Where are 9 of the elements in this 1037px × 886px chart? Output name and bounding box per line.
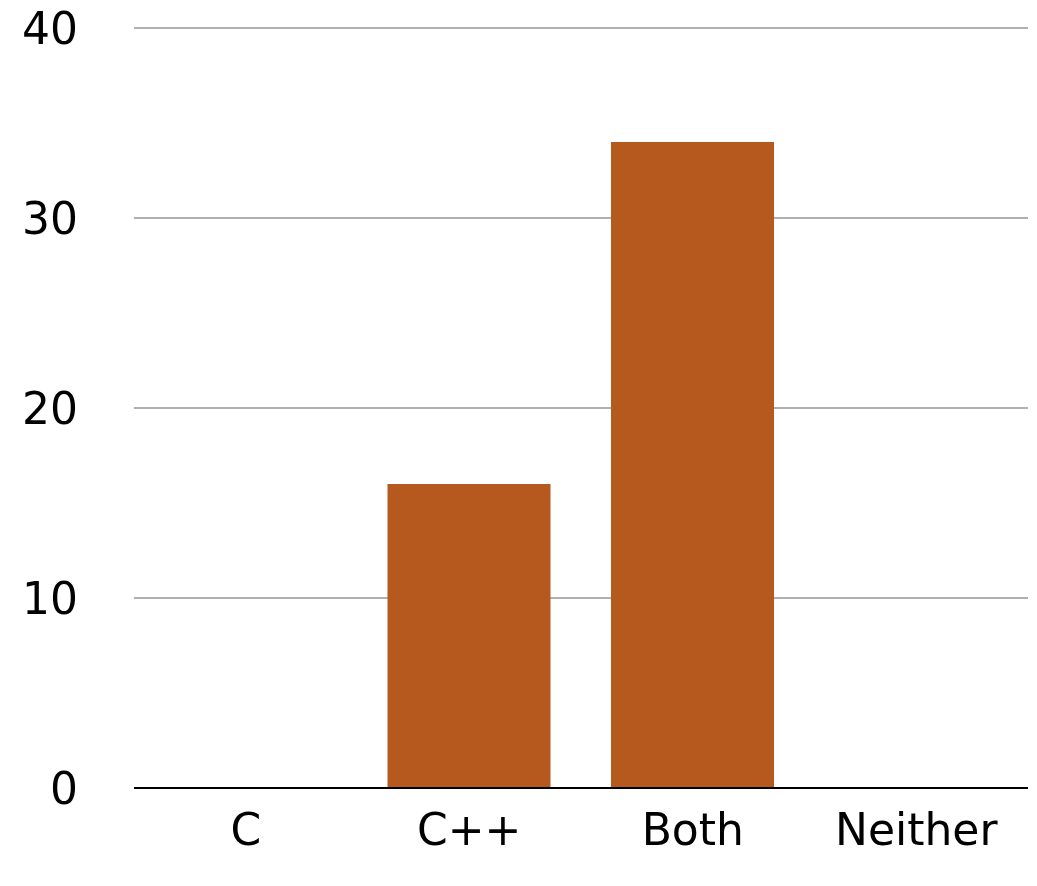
x-tick-label: C: [230, 804, 262, 856]
x-tick-label: Both: [641, 804, 744, 856]
x-tick-label: Neither: [834, 804, 999, 856]
y-tick-label: 10: [22, 572, 78, 624]
y-tick-label: 20: [22, 382, 78, 434]
y-tick-label: 40: [22, 2, 78, 54]
x-tick-label: C++: [417, 804, 522, 856]
y-tick-label: 0: [50, 762, 78, 814]
y-tick-label: 30: [22, 192, 78, 244]
